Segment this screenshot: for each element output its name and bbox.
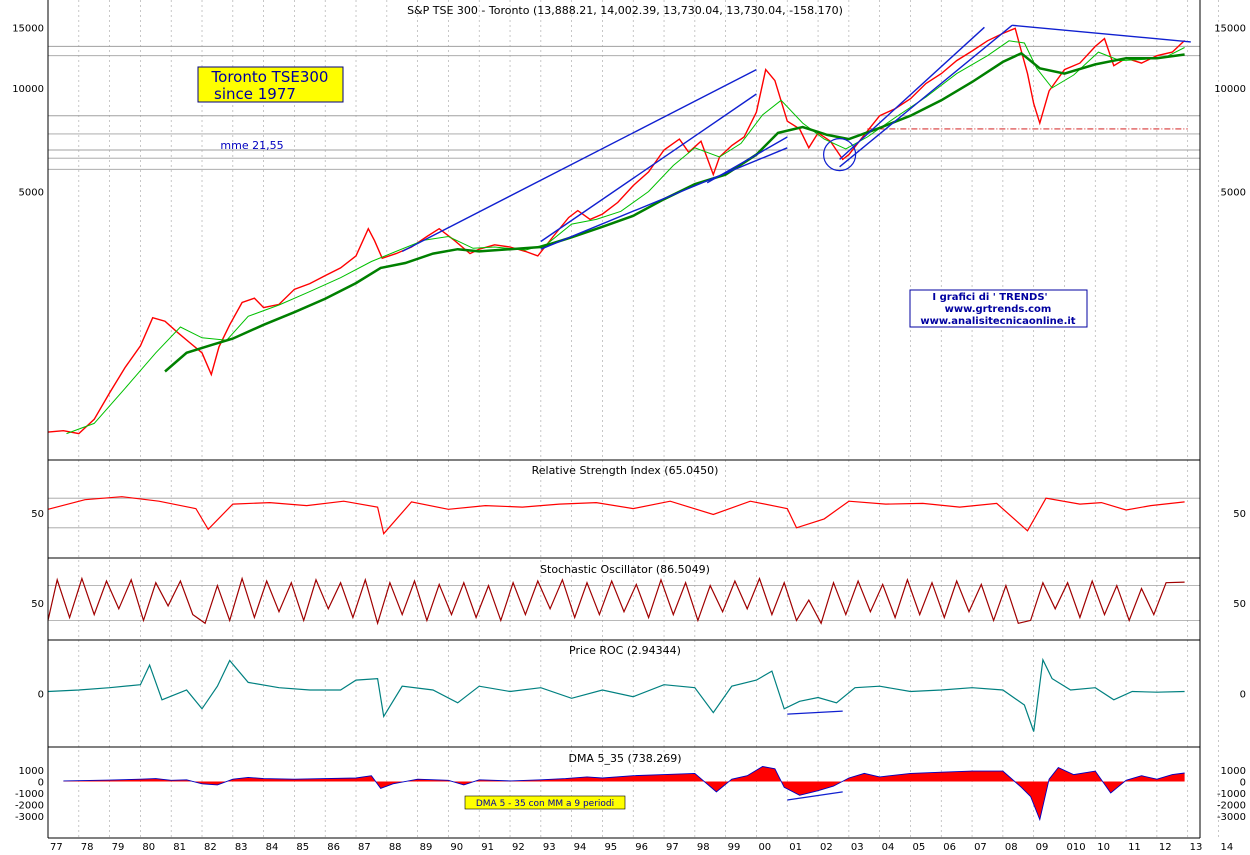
trend-lines xyxy=(401,24,1191,801)
boxed-title-line1: Toronto TSE300 xyxy=(211,68,329,86)
x-tick-label: 09 xyxy=(1036,842,1049,853)
x-tick-label: 01 xyxy=(789,842,802,853)
credits-line1: I grafici di ' TRENDS' xyxy=(932,292,1047,303)
series-stochastic xyxy=(47,576,1185,626)
rsi-panel-title: Relative Strength Index (65.0450) xyxy=(532,464,719,477)
price-trend-line xyxy=(401,68,757,253)
x-tick-label: 79 xyxy=(112,842,125,853)
y-tick-label-left: 0 xyxy=(38,777,44,788)
boxed-title-background xyxy=(197,66,344,103)
x-tick-label: 10 xyxy=(1097,842,1110,853)
x-tick-label: 89 xyxy=(420,842,433,853)
y-tick-label-right: 15000 xyxy=(1214,23,1246,34)
y-tick-label-left: 15000 xyxy=(12,23,44,34)
x-tick-label: 06 xyxy=(943,842,956,853)
series-dma-area xyxy=(63,766,1185,820)
y-tick-label-left: 1000 xyxy=(19,766,44,777)
y-tick-label-left: 50 xyxy=(31,599,44,610)
price-trend-line xyxy=(1012,24,1191,43)
x-tick-label: 92 xyxy=(512,842,525,853)
x-tick-label: 93 xyxy=(543,842,556,853)
x-tick-label: 84 xyxy=(266,842,279,853)
series-dma-line xyxy=(63,766,1185,822)
x-tick-label: 04 xyxy=(882,842,895,853)
x-tick-label: 94 xyxy=(574,842,587,853)
y-tick-label-right: -1000 xyxy=(1217,789,1246,800)
x-tick-label: 97 xyxy=(666,842,679,853)
x-tick-label: 83 xyxy=(235,842,248,853)
indicator-trend-line xyxy=(787,710,843,715)
x-tick-label: 13 xyxy=(1190,842,1203,853)
series-ma21 xyxy=(66,40,1185,435)
stochastic-panel-title: Stochastic Oscillator (86.5049) xyxy=(540,563,710,576)
mme-label: mme 21,55 xyxy=(220,139,283,152)
y-tick-label-left: 10000 xyxy=(12,84,44,95)
axis-labels: 77 78 79 80 81 82 83 84 85 86 87 88 89 90 91 92 93 94 95 96… xyxy=(12,23,1246,853)
x-tick-label: 87 xyxy=(358,842,371,853)
dma-trend-line xyxy=(787,791,843,801)
dma-note-box xyxy=(464,795,626,810)
y-tick-label-left: 5000 xyxy=(19,188,44,199)
y-tick-label-left: -2000 xyxy=(15,801,44,812)
x-tick-label: 12 xyxy=(1159,842,1172,853)
series-roc xyxy=(47,657,1185,732)
price-trend-line xyxy=(540,93,757,243)
x-tick-label: 86 xyxy=(327,842,340,853)
price-panel-title: S&P TSE 300 - Toronto (13,888.21, 14,002… xyxy=(407,4,843,17)
y-tick-label-right: 0 xyxy=(1240,777,1246,788)
series-price xyxy=(47,27,1186,435)
x-tick-label: 11 xyxy=(1128,842,1141,853)
x-tick-label: 99 xyxy=(728,842,741,853)
x-tick-label: 07 xyxy=(974,842,987,853)
y-tick-label-left: 0 xyxy=(38,690,44,701)
x-tick-label: 88 xyxy=(389,842,402,853)
credits-line3: www.analisitecnicaonline.it xyxy=(920,316,1075,327)
y-tick-label-right: 0 xyxy=(1240,690,1246,701)
y-tick-label-right: -3000 xyxy=(1217,812,1246,823)
x-tick-label: 78 xyxy=(81,842,94,853)
y-tick-label-left: -1000 xyxy=(15,789,44,800)
x-tick-label: 00 xyxy=(758,842,771,853)
y-tick-label-right: 1000 xyxy=(1221,766,1246,777)
x-tick-label: 90 xyxy=(450,842,463,853)
y-tick-label-left: 50 xyxy=(31,509,44,520)
x-tick-label: 81 xyxy=(173,842,186,853)
boxed-title-line2: since 1977 xyxy=(214,85,296,103)
panel-frames xyxy=(47,0,1201,839)
x-tick-label: 010 xyxy=(1066,842,1085,853)
price-trend-line xyxy=(540,147,788,250)
x-tick-label: 02 xyxy=(820,842,833,853)
y-tick-label-left: -3000 xyxy=(15,812,44,823)
y-tick-label-right: -2000 xyxy=(1217,801,1246,812)
x-tick-label: 82 xyxy=(204,842,217,853)
x-tick-label: 08 xyxy=(1005,842,1018,853)
dma-note: DMA 5 - 35 con MM a 9 periodi xyxy=(476,799,614,809)
roc-panel-title: Price ROC (2.94344) xyxy=(569,644,681,657)
x-tick-label: 77 xyxy=(50,842,63,853)
x-tick-label: 91 xyxy=(481,842,494,853)
x-tick-label: 96 xyxy=(635,842,648,853)
credits-line2: www.grtrends.com xyxy=(945,304,1052,315)
y-tick-label-right: 10000 xyxy=(1214,84,1246,95)
x-tick-label: 05 xyxy=(912,842,925,853)
dma-panel-title: DMA 5_35 (738.269) xyxy=(568,752,681,765)
x-tick-label: 03 xyxy=(851,842,864,853)
price-trend-line xyxy=(839,24,1013,168)
price-highlight-circle xyxy=(823,138,857,172)
y-tick-label-right: 50 xyxy=(1233,509,1246,520)
x-tick-label: 98 xyxy=(697,842,710,853)
credits-box xyxy=(909,289,1088,328)
x-tick-label: 80 xyxy=(142,842,155,853)
x-tick-label: 95 xyxy=(604,842,617,853)
x-tick-label: 85 xyxy=(296,842,309,853)
series-rsi xyxy=(47,496,1185,535)
y-tick-label-right: 5000 xyxy=(1221,188,1246,199)
y-tick-label-right: 50 xyxy=(1233,599,1246,610)
x-tick-label: 14 xyxy=(1220,842,1233,853)
price-trend-line xyxy=(839,26,985,160)
